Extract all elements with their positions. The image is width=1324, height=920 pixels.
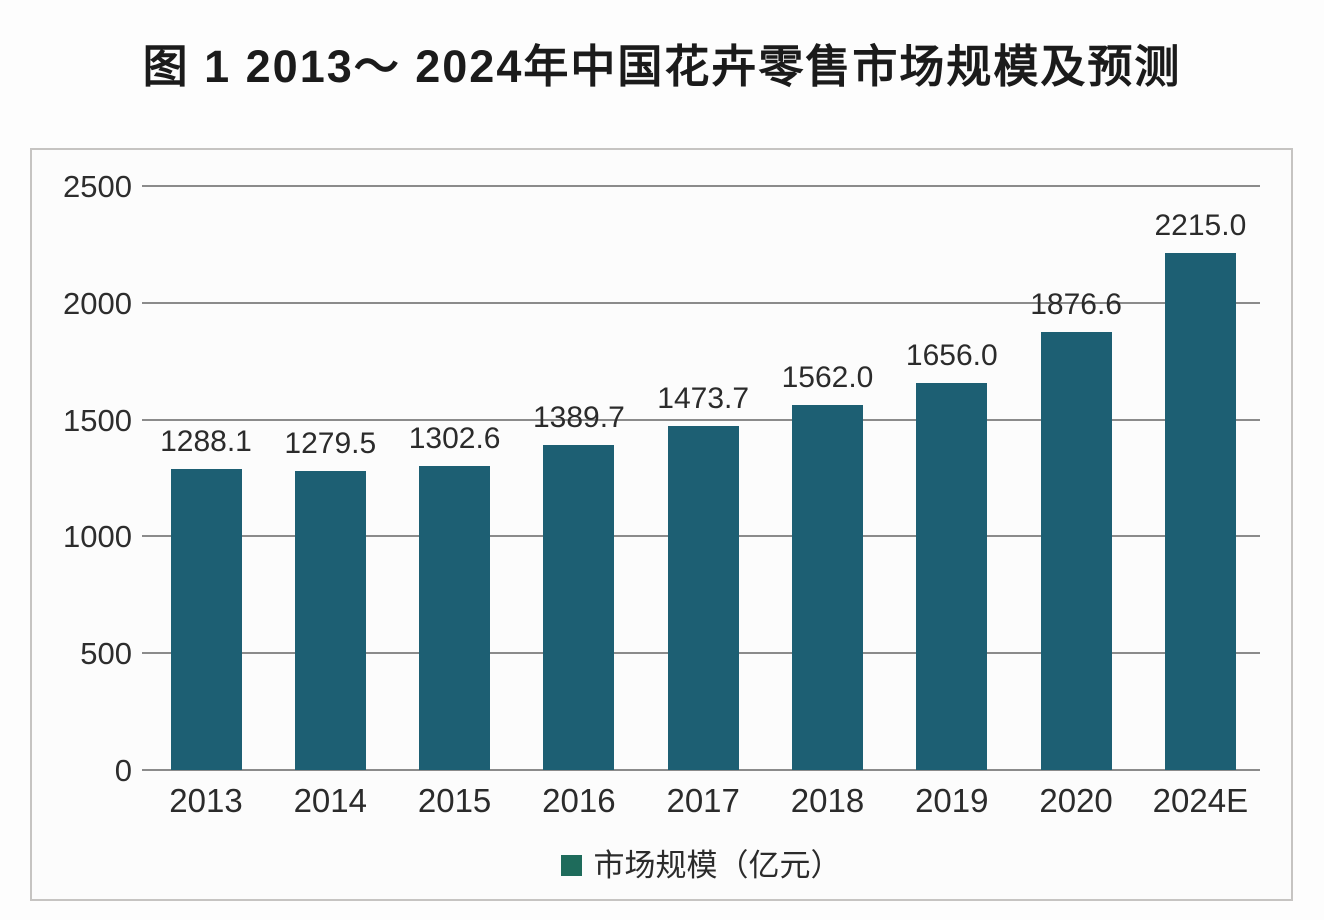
x-axis-label-2013: 2013 <box>169 782 243 819</box>
bar-value-label-2019: 1656.0 <box>905 339 998 373</box>
bar-2020 <box>1040 331 1112 770</box>
x-axis-label-2017: 2017 <box>666 782 740 819</box>
legend-label: 市场规模（亿元） <box>593 848 842 883</box>
bar-2017 <box>667 425 739 770</box>
bar-2014 <box>294 471 366 770</box>
y-axis-tick-label: 0 <box>114 753 132 788</box>
bar-2019 <box>916 383 988 770</box>
y-axis-tick-label: 1500 <box>63 402 132 438</box>
plot-area: 0 500 1000 1500 2000 2500 1288.1 2013 1279.5 2014… <box>32 150 1291 899</box>
legend-square-icon <box>560 855 582 876</box>
x-axis-label-2020: 2020 <box>1039 782 1113 819</box>
chart-legend: 市场规模（亿元） <box>142 850 1260 881</box>
y-axis-tick-label: 2500 <box>63 169 132 204</box>
y-axis-tick-label: 500 <box>80 636 132 672</box>
bar-2018 <box>792 405 863 770</box>
bar-value-label-2024E: 2215.0 <box>1154 208 1247 242</box>
bar-2013 <box>170 469 242 770</box>
x-axis-label-2016: 2016 <box>542 782 616 819</box>
bar-value-label-2015: 1302.6 <box>408 421 501 455</box>
bar-value-label-2013: 1288.1 <box>160 425 252 459</box>
gridline-y-2000 <box>142 301 1260 304</box>
bar-2016 <box>543 445 615 770</box>
bar-value-label-2016: 1389.7 <box>533 401 625 435</box>
x-axis-label-2018: 2018 <box>790 782 865 819</box>
bar-value-label-2017: 1473.7 <box>657 381 750 415</box>
bar-value-label-2018: 1562.0 <box>781 361 874 395</box>
x-axis-label-2015: 2015 <box>417 782 492 819</box>
y-axis-tick-label: 1000 <box>63 519 132 555</box>
bar-2015 <box>419 465 491 770</box>
chart-plot-box: 0 500 1000 1500 2000 2500 1288.1 2013 1279.5 2014… <box>30 148 1293 901</box>
y-axis-tick-label: 2000 <box>63 285 132 321</box>
gridline-y-1500 <box>142 418 1260 421</box>
bar-value-label-2014: 1279.5 <box>284 427 377 461</box>
x-axis-label-2019: 2019 <box>915 782 989 819</box>
x-axis-label-2014: 2014 <box>293 782 367 819</box>
bar-value-label-2020: 1876.6 <box>1030 287 1122 321</box>
gridline-y-2500 <box>142 185 1260 187</box>
bar-2024E <box>1164 252 1236 770</box>
x-axis-label-2024E: 2024E <box>1152 782 1249 819</box>
gridline-y-0 <box>142 769 1260 771</box>
chart-title: 图 1 2013～ 2024年中国花卉零售市场规模及预测 <box>142 41 1182 92</box>
